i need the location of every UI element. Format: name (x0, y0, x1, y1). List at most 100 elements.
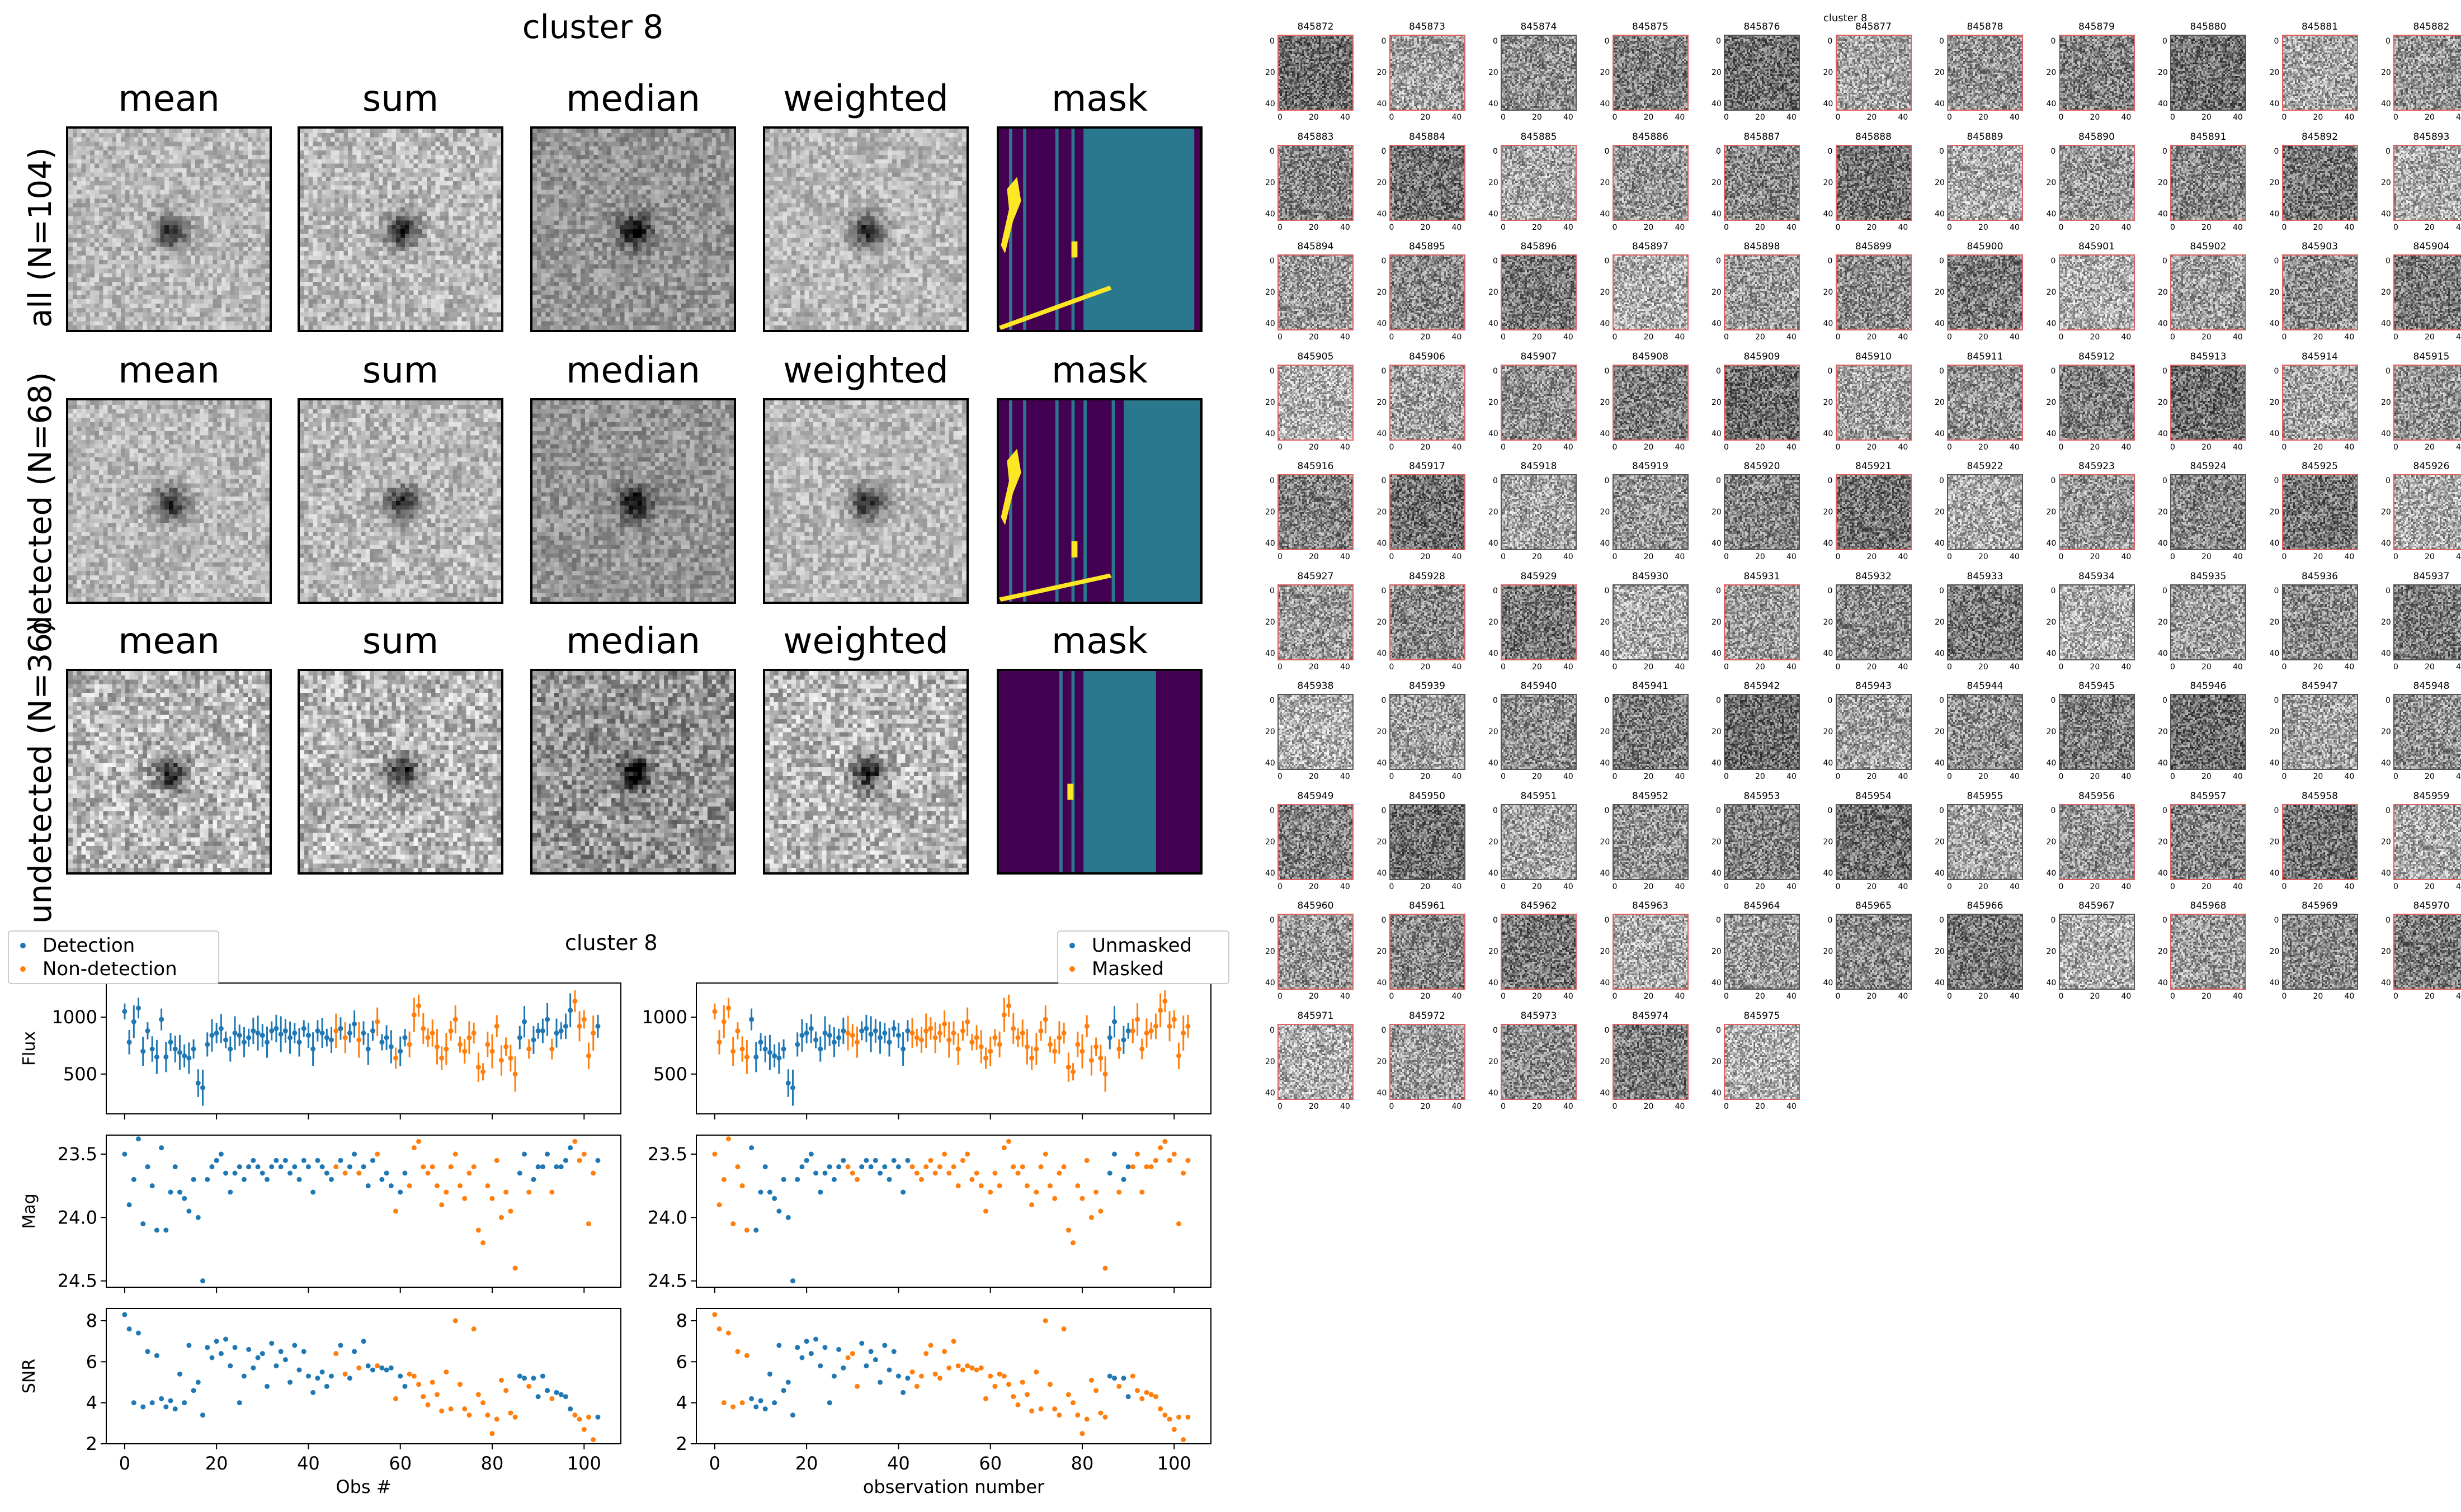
stamp-image (1277, 584, 1354, 660)
stamp-y-tick: 20 (1488, 288, 1498, 297)
stamp-y-tick: 20 (1265, 727, 1275, 736)
stamp-y-tick: 0 (1381, 806, 1387, 815)
stamp-x-tick: 20 (1532, 333, 1542, 342)
stamp-cell: 845960 0 20 40 0 20 40 (1260, 900, 1360, 1007)
data-point (489, 1048, 495, 1054)
stamp-y-tick: 40 (2269, 649, 2280, 658)
stamp-x-tick: 20 (1420, 1102, 1431, 1111)
data-point (568, 1008, 573, 1013)
data-point (767, 1189, 772, 1195)
data-point (223, 1336, 229, 1342)
data-point (269, 1340, 275, 1346)
data-point (1038, 1164, 1044, 1170)
stamp-y-tick: 0 (2162, 916, 2167, 925)
stamp-id: 845939 (1409, 681, 1445, 692)
data-point (845, 1164, 851, 1170)
data-point (554, 1390, 559, 1395)
data-point (485, 1042, 491, 1047)
stamp-cell: 845901 0 20 40 0 20 40 (2041, 241, 2142, 347)
stamp-image (2170, 474, 2246, 550)
data-point (218, 1151, 224, 1157)
data-point (1158, 1145, 1163, 1151)
data-point (292, 1343, 298, 1348)
stamp-cell: 845875 0 20 40 0 20 40 (1595, 21, 1695, 127)
stamp-image (1835, 144, 1912, 221)
stamp-x-tick: 40 (1786, 882, 1797, 891)
stamp-id: 845956 (2078, 790, 2115, 802)
data-point (352, 1021, 357, 1027)
stamp-x-tick: 20 (2425, 772, 2435, 781)
stamp-y-tick: 20 (1935, 178, 1945, 187)
stamp-x-tick: 40 (1786, 333, 1797, 342)
data-point (868, 1349, 874, 1354)
stamp-y-tick: 0 (2274, 37, 2279, 46)
stamp-id: 845884 (1409, 131, 1445, 143)
stamp-y-tick: 0 (1381, 476, 1387, 485)
data-point (983, 1055, 988, 1061)
stamp-y-tick: 20 (2381, 617, 2391, 627)
data-point (735, 1164, 741, 1170)
stamp-y-tick: 40 (2381, 429, 2391, 438)
stamp-cell: 845951 0 20 40 0 20 40 (1483, 791, 1583, 897)
stamp-y-tick: 0 (2385, 476, 2391, 485)
data-point (1130, 1373, 1135, 1379)
data-point (159, 1145, 164, 1151)
stamp-y-tick: 40 (1488, 429, 1498, 438)
x-axis-label: observation number (863, 1476, 1045, 1497)
stamp-y-tick: 0 (1827, 916, 1833, 925)
data-point (997, 1042, 1002, 1047)
stamp-y-tick: 0 (1604, 147, 1610, 156)
stamp-cell: 845916 0 20 40 0 20 40 (1260, 461, 1360, 567)
data-point (988, 1373, 993, 1379)
stamp-y-tick: 20 (1600, 1057, 1610, 1066)
data-point (375, 1019, 380, 1024)
data-point (1167, 1023, 1172, 1029)
stamp-image (1501, 694, 1577, 770)
data-point (466, 1170, 472, 1176)
data-point (471, 1326, 477, 1332)
data-point (1061, 1326, 1067, 1332)
data-point (393, 1396, 398, 1401)
data-point (790, 1085, 795, 1090)
data-point (159, 1017, 164, 1022)
data-point (379, 1040, 385, 1045)
data-point (841, 1365, 846, 1371)
data-point (772, 1196, 777, 1201)
data-point (726, 1005, 731, 1011)
data-point (762, 1164, 768, 1170)
data-point (549, 1046, 555, 1052)
stamp-x-tick: 40 (1786, 442, 1797, 452)
data-point (781, 1388, 786, 1393)
legend-mask: Unmasked Masked (1057, 930, 1229, 984)
stamp-image (2281, 914, 2358, 990)
stamp-y-tick: 40 (1712, 319, 1722, 328)
stamp-x-tick: 0 (1277, 442, 1283, 452)
data-point (577, 1023, 582, 1029)
data-point (1176, 1053, 1181, 1059)
coadd-image-sum (298, 669, 503, 875)
stamp-y-tick: 0 (1716, 586, 1721, 596)
stamp-x-tick: 0 (1277, 882, 1283, 891)
stamp-image (1835, 584, 1912, 660)
stamp-x-tick: 0 (1835, 113, 1841, 122)
stamp-y-tick: 0 (1270, 1026, 1275, 1035)
stamp-x-tick: 40 (1898, 442, 1908, 452)
stamp-image (2170, 35, 2246, 111)
data-point (265, 1383, 270, 1389)
data-point (131, 1019, 136, 1024)
stamp-cell: 845879 0 20 40 0 20 40 (2041, 21, 2142, 127)
stamp-x-tick: 0 (1277, 113, 1283, 122)
stamp-x-tick: 0 (2393, 113, 2398, 122)
stamp-x-tick: 40 (1340, 992, 1350, 1001)
data-point (338, 1026, 343, 1031)
data-point (1107, 1170, 1112, 1176)
data-point (974, 1035, 979, 1041)
stamp-x-tick: 0 (2281, 552, 2287, 561)
data-point (1088, 1215, 1094, 1220)
stamp-y-tick: 40 (1376, 209, 1387, 219)
stamp-x-tick: 0 (1612, 772, 1618, 781)
stamp-x-tick: 0 (2170, 223, 2175, 232)
stamp-y-tick: 0 (1939, 586, 1944, 596)
data-point (813, 1037, 819, 1043)
data-point (1121, 1376, 1126, 1381)
